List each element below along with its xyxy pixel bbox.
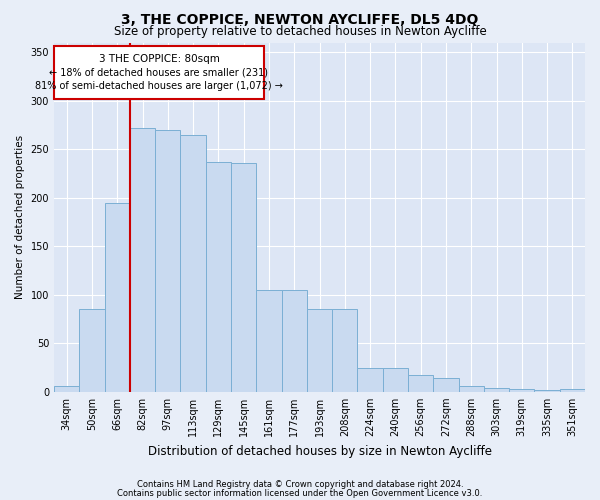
Bar xyxy=(358,368,383,392)
Bar xyxy=(408,376,433,392)
Bar xyxy=(560,389,585,392)
Bar xyxy=(256,290,281,392)
Bar xyxy=(79,310,104,392)
Bar xyxy=(458,386,484,392)
Bar xyxy=(104,202,130,392)
Y-axis label: Number of detached properties: Number of detached properties xyxy=(15,135,25,299)
Bar xyxy=(433,378,458,392)
Bar xyxy=(535,390,560,392)
Bar xyxy=(231,163,256,392)
FancyBboxPatch shape xyxy=(54,46,264,99)
Bar xyxy=(281,290,307,392)
Text: Contains HM Land Registry data © Crown copyright and database right 2024.: Contains HM Land Registry data © Crown c… xyxy=(137,480,463,489)
Bar xyxy=(509,389,535,392)
Text: 3 THE COPPICE: 80sqm: 3 THE COPPICE: 80sqm xyxy=(98,54,220,64)
Bar xyxy=(383,368,408,392)
Text: Contains public sector information licensed under the Open Government Licence v3: Contains public sector information licen… xyxy=(118,488,482,498)
Bar xyxy=(181,134,206,392)
X-axis label: Distribution of detached houses by size in Newton Aycliffe: Distribution of detached houses by size … xyxy=(148,444,491,458)
Bar xyxy=(54,386,79,392)
Text: 3, THE COPPICE, NEWTON AYCLIFFE, DL5 4DQ: 3, THE COPPICE, NEWTON AYCLIFFE, DL5 4DQ xyxy=(121,12,479,26)
Bar xyxy=(206,162,231,392)
Text: ← 18% of detached houses are smaller (231): ← 18% of detached houses are smaller (23… xyxy=(49,68,268,78)
Bar xyxy=(332,310,358,392)
Bar xyxy=(130,128,155,392)
Bar xyxy=(484,388,509,392)
Text: Size of property relative to detached houses in Newton Aycliffe: Size of property relative to detached ho… xyxy=(113,25,487,38)
Text: 81% of semi-detached houses are larger (1,072) →: 81% of semi-detached houses are larger (… xyxy=(35,82,283,92)
Bar xyxy=(155,130,181,392)
Bar xyxy=(307,310,332,392)
